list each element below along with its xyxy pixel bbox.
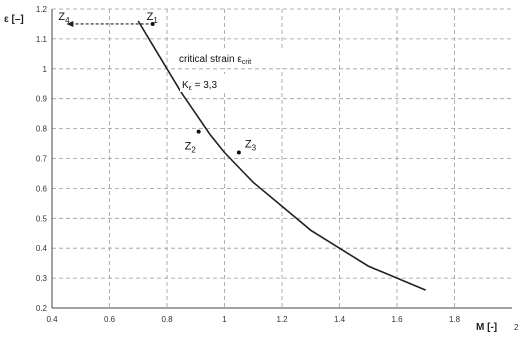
point-label-letter: Z [58, 11, 65, 23]
x-tick-label-extra: 2 [514, 323, 519, 332]
axes [51, 9, 512, 309]
point-label-letter: Z [185, 141, 192, 153]
y-tick-label: 0.5 [36, 214, 48, 223]
point-label-z1: Z1 [147, 11, 159, 25]
y-tick-label: 0.3 [36, 274, 48, 283]
y-tick-label: 1 [43, 65, 48, 74]
k-value-label: Kε = 3,3 [182, 80, 218, 92]
point-z1 [150, 21, 155, 26]
critical-strain-text: critical strain ε [179, 54, 242, 65]
k-value-main: K [182, 80, 189, 91]
arrow-head [66, 20, 74, 27]
x-tick-label: 0.6 [104, 315, 116, 324]
k-value-sub: ε [189, 85, 192, 92]
k-value-number: = 3,3 [192, 80, 218, 91]
y-tick-label: 0.2 [36, 304, 48, 313]
tick-labels: 0.4 0.6 0.8 1 1.2 1.4 1.6 1.8 0.2 0.3 0.4 0.5 0.6 0.7… [36, 5, 461, 324]
y-tick-label: 1.2 [36, 5, 48, 14]
point-label-subscript: 4 [65, 16, 70, 25]
point-label-z2: Z2 [185, 141, 197, 155]
y-axis-label: ε [–] [4, 14, 24, 25]
point-z3 [236, 150, 241, 155]
strain-curve [137, 20, 427, 291]
y-tick-label: 0.6 [36, 184, 48, 193]
y-tick-label: 0.4 [36, 244, 48, 253]
y-tick-label: 0.8 [36, 125, 48, 134]
x-tick-label: 0.4 [46, 315, 58, 324]
point-label-letter: Z [147, 11, 154, 23]
critical-strain-box [175, 48, 287, 68]
x-tick-label: 0.8 [161, 315, 173, 324]
y-tick-label: 1.1 [36, 35, 48, 44]
x-tick-label: 1.6 [391, 315, 403, 324]
point-label-z4: Z4 [58, 11, 70, 25]
critical-strain-label: critical strain εcrit [179, 54, 251, 66]
critical-strain-sub: crit [242, 59, 251, 66]
point-label-subscript: 2 [191, 146, 196, 155]
point-label-letter: Z [245, 139, 252, 151]
y-tick-label: 0.9 [36, 95, 48, 104]
point-z2 [196, 129, 201, 134]
point-label-subscript: 3 [252, 144, 257, 153]
x-tick-label: 1 [222, 315, 227, 324]
k-value-box [180, 74, 236, 92]
x-tick-label: 1.4 [334, 315, 346, 324]
curve-layer [137, 20, 427, 291]
point-label-subscript: 1 [153, 16, 158, 25]
y-tick-label: 0.7 [36, 155, 48, 164]
x-tick-label: 1.2 [276, 315, 288, 324]
point-label-z3: Z3 [245, 139, 257, 153]
x-axis-label: M [-] [476, 322, 497, 333]
x-tick-label: 1.8 [449, 315, 461, 324]
